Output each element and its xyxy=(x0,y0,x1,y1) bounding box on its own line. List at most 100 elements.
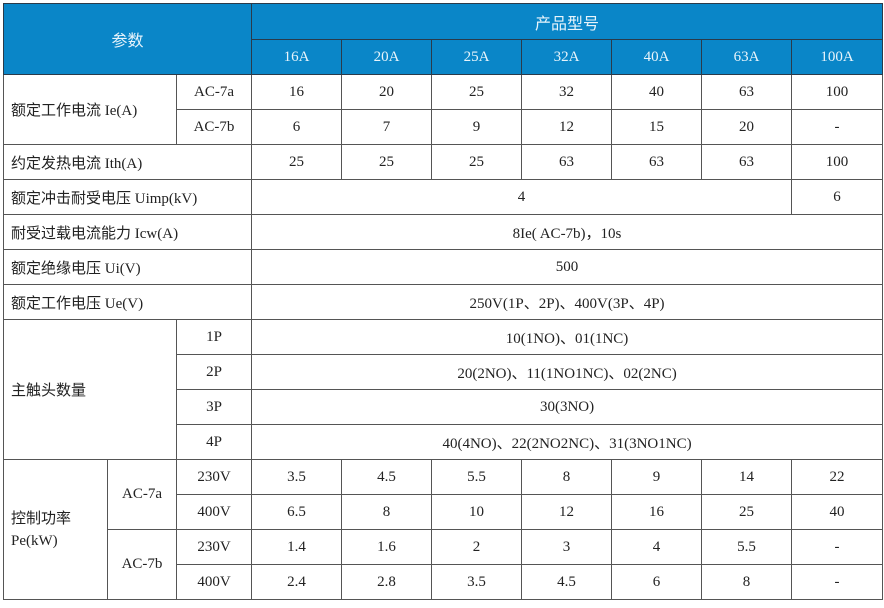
table-row: 3P 30(3NO) xyxy=(4,389,884,425)
power-label-line1: 控制功率 xyxy=(11,510,72,527)
value-cell: 2.4 xyxy=(251,564,343,600)
value-cell: 3 xyxy=(521,529,613,565)
value-cell: 15 xyxy=(611,109,703,145)
value-cell: 25 xyxy=(341,144,433,180)
table-row: 控制功率 Pe(kW) AC-7a 230V 3.5 4.5 5.5 8 9 14 22 xyxy=(3,459,884,600)
power-label: 控制功率 Pe(kW) xyxy=(3,459,108,600)
poles-cell: 3P xyxy=(175,389,253,425)
contacts-label: 主触头数量 xyxy=(3,319,177,460)
value-cell: 8 xyxy=(341,494,433,530)
value-cell: 25 xyxy=(701,494,793,530)
value-cell: 16 xyxy=(611,494,703,530)
value-cell: 500 xyxy=(251,249,884,285)
value-cell: 20 xyxy=(701,109,793,145)
overload-label: 耐受过载电流能力 Icw(A) xyxy=(2,214,253,250)
value-cell: 63 xyxy=(701,144,793,180)
value-cell: 6.5 xyxy=(251,494,343,530)
model-header: 100A xyxy=(791,39,884,75)
voltage-cell: 230V xyxy=(175,529,253,565)
value-cell: 5.5 xyxy=(431,459,523,495)
model-header: 32A xyxy=(521,39,613,75)
thermal-current-label: 约定发热电流 Ith(A) xyxy=(2,144,253,180)
value-cell: 25 xyxy=(431,74,523,110)
impulse-voltage-label: 额定冲击耐受电压 Uimp(kV) xyxy=(2,179,253,215)
poles-cell: 1P xyxy=(175,319,253,355)
table-row: 额定冲击耐受电压 Uimp(kV) 4 6 xyxy=(2,179,884,215)
value-cell: 250V(1P、2P)、400V(3P、4P) xyxy=(251,284,884,320)
value-cell: 25 xyxy=(431,144,523,180)
category-cell: AC-7a xyxy=(175,74,253,110)
value-cell: 4.5 xyxy=(341,459,433,495)
value-cell: 1.4 xyxy=(251,529,343,565)
param-header: 参数 xyxy=(2,3,253,75)
working-voltage-label: 额定工作电压 Ue(V) xyxy=(2,284,253,320)
value-cell: 16 xyxy=(251,74,343,110)
category-cell: AC-7b xyxy=(107,529,177,600)
table-row: 额定工作电压 Ue(V) 250V(1P、2P)、400V(3P、4P) xyxy=(2,284,884,320)
value-cell: 4 xyxy=(251,179,793,215)
model-header: 40A xyxy=(611,39,703,75)
value-cell: 40(4NO)、22(2NO2NC)、31(3NO1NC) xyxy=(251,424,884,460)
table-row: 400V 2.4 2.8 3.5 4.5 6 8- xyxy=(4,564,884,600)
value-cell: 7 xyxy=(341,109,433,145)
value-cell: 8 xyxy=(701,564,793,600)
value-cell: 10(1NO)、01(1NC) xyxy=(251,319,884,355)
value-cell: 10 xyxy=(431,494,523,530)
value-cell: 3.5 xyxy=(431,564,523,600)
table-row: 额定工作电流 Ie(A) AC-7a 16 20 25 32 40 63 100 xyxy=(3,74,884,145)
voltage-cell: 400V xyxy=(175,494,253,530)
category-cell: AC-7b xyxy=(175,109,253,145)
value-cell: 40 xyxy=(791,494,884,530)
value-cell: 14 xyxy=(701,459,793,495)
value-cell: 1.6 xyxy=(341,529,433,565)
value-cell: 8Ie( AC-7b)，10s xyxy=(251,214,884,250)
table-row: 额定绝缘电压 Ui(V) 500 xyxy=(2,249,884,285)
table-row: AC-7b 230V 1.4 1.6 2 3 4 5.5- xyxy=(4,529,884,600)
value-cell: 20 xyxy=(341,74,433,110)
value-cell: 22 xyxy=(791,459,884,495)
value-cell: - xyxy=(791,109,884,145)
value-cell: 40 xyxy=(611,74,703,110)
value-cell: 100 xyxy=(791,144,884,180)
value-cell: 8 xyxy=(521,459,613,495)
voltage-cell: 230V xyxy=(175,459,253,495)
value-cell: 63 xyxy=(611,144,703,180)
value-cell: 32 xyxy=(521,74,613,110)
value-cell: 6 xyxy=(791,179,884,215)
poles-cell: 2P xyxy=(175,354,253,390)
model-header: 63A xyxy=(701,39,793,75)
value-cell: 20(2NO)、11(1NO1NC)、02(2NC) xyxy=(251,354,884,390)
category-cell: AC-7a xyxy=(107,459,177,530)
value-cell: 4.5 xyxy=(521,564,613,600)
value-cell: 12 xyxy=(521,494,613,530)
product-model-header: 产品型号 xyxy=(251,3,884,40)
spec-table: 参数 产品型号 16A 20A 25A 32A 40A 63A 100A 额定工作电流 Ie(A)… xyxy=(2,3,884,600)
table-row: 参数 产品型号 xyxy=(2,3,884,75)
value-cell: 6 xyxy=(611,564,703,600)
poles-cell: 4P xyxy=(175,424,253,460)
value-cell: 4 xyxy=(611,529,703,565)
value-cell: 5.5 xyxy=(701,529,793,565)
value-cell: 100 xyxy=(791,74,884,110)
model-header: 25A xyxy=(431,39,523,75)
value-cell: 63 xyxy=(701,74,793,110)
value-cell: 30(3NO) xyxy=(251,389,884,425)
rated-current-label: 额定工作电流 Ie(A) xyxy=(3,74,177,145)
table-row: 约定发热电流 Ith(A) 25 25 25 63 63 63 100 xyxy=(2,144,884,180)
voltage-cell: 400V xyxy=(175,564,253,600)
value-cell: 9 xyxy=(431,109,523,145)
value-cell: 6 xyxy=(251,109,343,145)
table-row: 4P 40(4NO)、22(2NO2NC)、31(3NO1NC) xyxy=(4,424,884,460)
table-row: 16A 20A 25A 32A 40A 63A 100A xyxy=(4,39,884,75)
table-row: 主触头数量 1P 10(1NO)、01(1NC) xyxy=(3,319,884,460)
value-cell: 12 xyxy=(521,109,613,145)
value-cell: 25 xyxy=(251,144,343,180)
value-cell: 3.5 xyxy=(251,459,343,495)
value-cell: 2.8 xyxy=(341,564,433,600)
table-row: 耐受过载电流能力 Icw(A) 8Ie( AC-7b)，10s xyxy=(2,214,884,250)
value-cell: - xyxy=(791,564,884,600)
value-cell: 2 xyxy=(431,529,523,565)
model-header: 20A xyxy=(341,39,433,75)
value-cell: - xyxy=(791,529,884,565)
insulation-voltage-label: 额定绝缘电压 Ui(V) xyxy=(2,249,253,285)
